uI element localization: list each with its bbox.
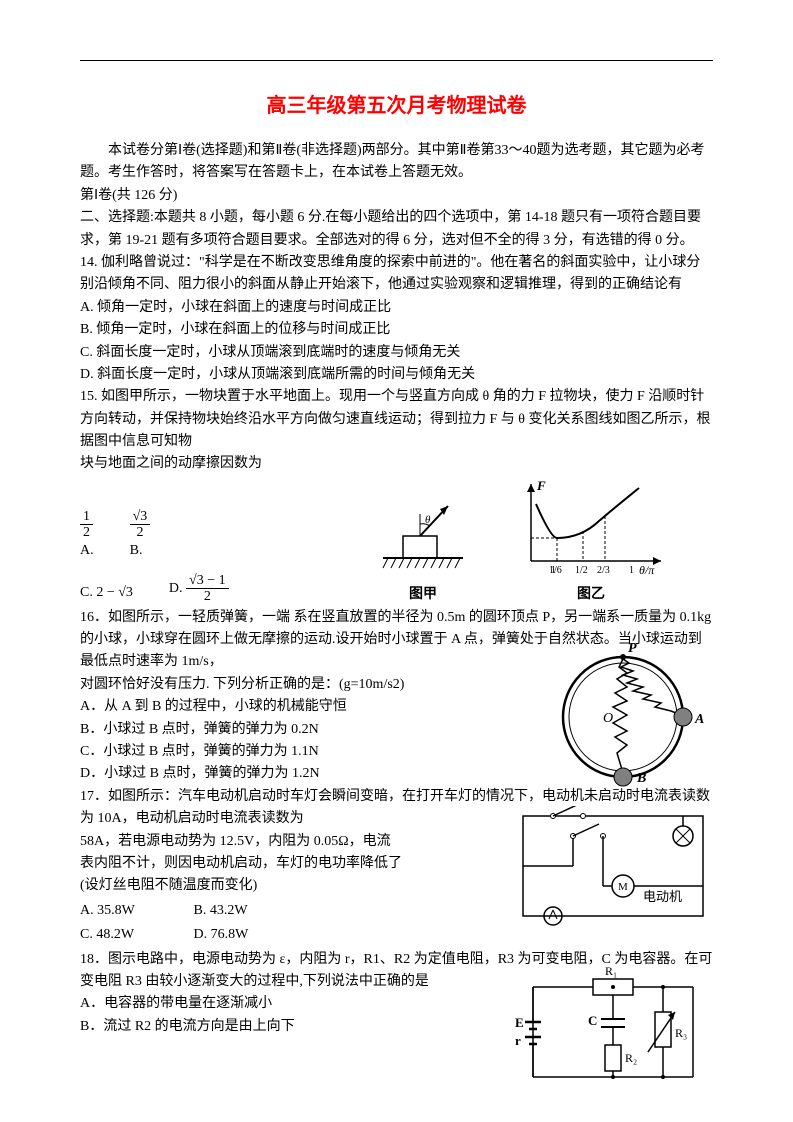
svg-text:1: 1 bbox=[629, 565, 634, 576]
svg-text:B: B bbox=[636, 771, 646, 786]
svg-text:R₁: R₁ bbox=[605, 967, 617, 978]
q15-opt-a: 12 A. bbox=[80, 509, 94, 563]
q14-opt-d: D. 斜面长度一定时，小球从顶端滚到底端所需的时间与倾角无关 bbox=[80, 364, 713, 386]
svg-text:电动机: 电动机 bbox=[643, 889, 682, 904]
svg-text:r: r bbox=[515, 1033, 521, 1048]
intro-paragraph: 本试卷分第Ⅰ卷(选择题)和第Ⅱ卷(非选择题)两部分。其中第Ⅱ卷第33～40题为选… bbox=[80, 140, 713, 185]
q14-opt-c: C. 斜面长度一定时，小球从顶端滚到底端时的速度与倾角无关 bbox=[80, 342, 713, 364]
svg-text:P: P bbox=[628, 641, 637, 656]
part1-heading: 第Ⅰ卷(共 126 分) bbox=[80, 185, 713, 207]
svg-text:R₂: R₂ bbox=[625, 1051, 637, 1065]
exam-title: 高三年级第五次月考物理试卷 bbox=[80, 90, 713, 122]
svg-text:1/6: 1/6 bbox=[549, 565, 562, 576]
svg-text:R₃: R₃ bbox=[675, 1026, 687, 1040]
q17-opt-a: A. 35.8W bbox=[80, 900, 190, 922]
q14-opt-b: B. 倾角一定时，小球在斜面上的位移与时间成正比 bbox=[80, 319, 713, 341]
svg-text:F: F bbox=[536, 478, 546, 493]
q15-opt-b: √32 B. bbox=[130, 509, 151, 563]
q17-circuit-icon: M 电动机 bbox=[513, 806, 713, 926]
fig-jia-caption: 图甲 bbox=[348, 584, 498, 606]
svg-text:1/2: 1/2 bbox=[575, 565, 588, 576]
q17-opt-b: B. 43.2W bbox=[194, 900, 248, 922]
svg-text:E: E bbox=[515, 1015, 524, 1030]
svg-text:O: O bbox=[603, 711, 613, 726]
q14-stem: 14. 伽利略曾说过："科学是在不断改变思维角度的探索中前进的"。他在著名的斜面… bbox=[80, 252, 713, 297]
q14-opt-a: A. 倾角一定时，小球在斜面上的速度与时间成正比 bbox=[80, 297, 713, 319]
q15-row: 12 A. √32 B. C. 2 − √3 D. √3 − 12 bbox=[80, 476, 713, 607]
svg-text:A: A bbox=[694, 712, 704, 727]
svg-text:M: M bbox=[618, 881, 628, 893]
q15-opt-c: C. 2 − √3 bbox=[80, 582, 133, 604]
svg-text:C: C bbox=[588, 1013, 597, 1028]
selection-instructions: 二、选择题:本题共 8 小题，每小题 6 分.在每小题给出的四个选项中，第 14… bbox=[80, 207, 713, 252]
svg-text:θ/π: θ/π bbox=[639, 563, 655, 576]
svg-text:θ: θ bbox=[425, 514, 431, 526]
fig-jia-icon: θ bbox=[368, 496, 478, 576]
q18-circuit-icon: R₁ E r C R₂ R₃ bbox=[513, 967, 713, 1092]
q16-ring-icon: P O A B bbox=[543, 637, 713, 792]
top-rule bbox=[80, 60, 713, 61]
q17-opt-c: C. 48.2W bbox=[80, 924, 190, 946]
q15-stem: 15. 如图甲所示，一物块置于水平地面上。现用一个与竖直方向成 θ 角的力 F … bbox=[80, 386, 713, 453]
q15-line2: 块与地面之间的动摩擦因数为 bbox=[80, 453, 713, 475]
svg-text:2/3: 2/3 bbox=[597, 565, 610, 576]
fig-yi-caption: 图乙 bbox=[506, 584, 676, 606]
fig-yi-chart: F θ/π 1 1/6 1/2 2/3 1 bbox=[511, 476, 671, 576]
q15-opt-d: D. √3 − 12 bbox=[169, 573, 229, 605]
q17-opt-d: D. 76.8W bbox=[194, 924, 249, 946]
